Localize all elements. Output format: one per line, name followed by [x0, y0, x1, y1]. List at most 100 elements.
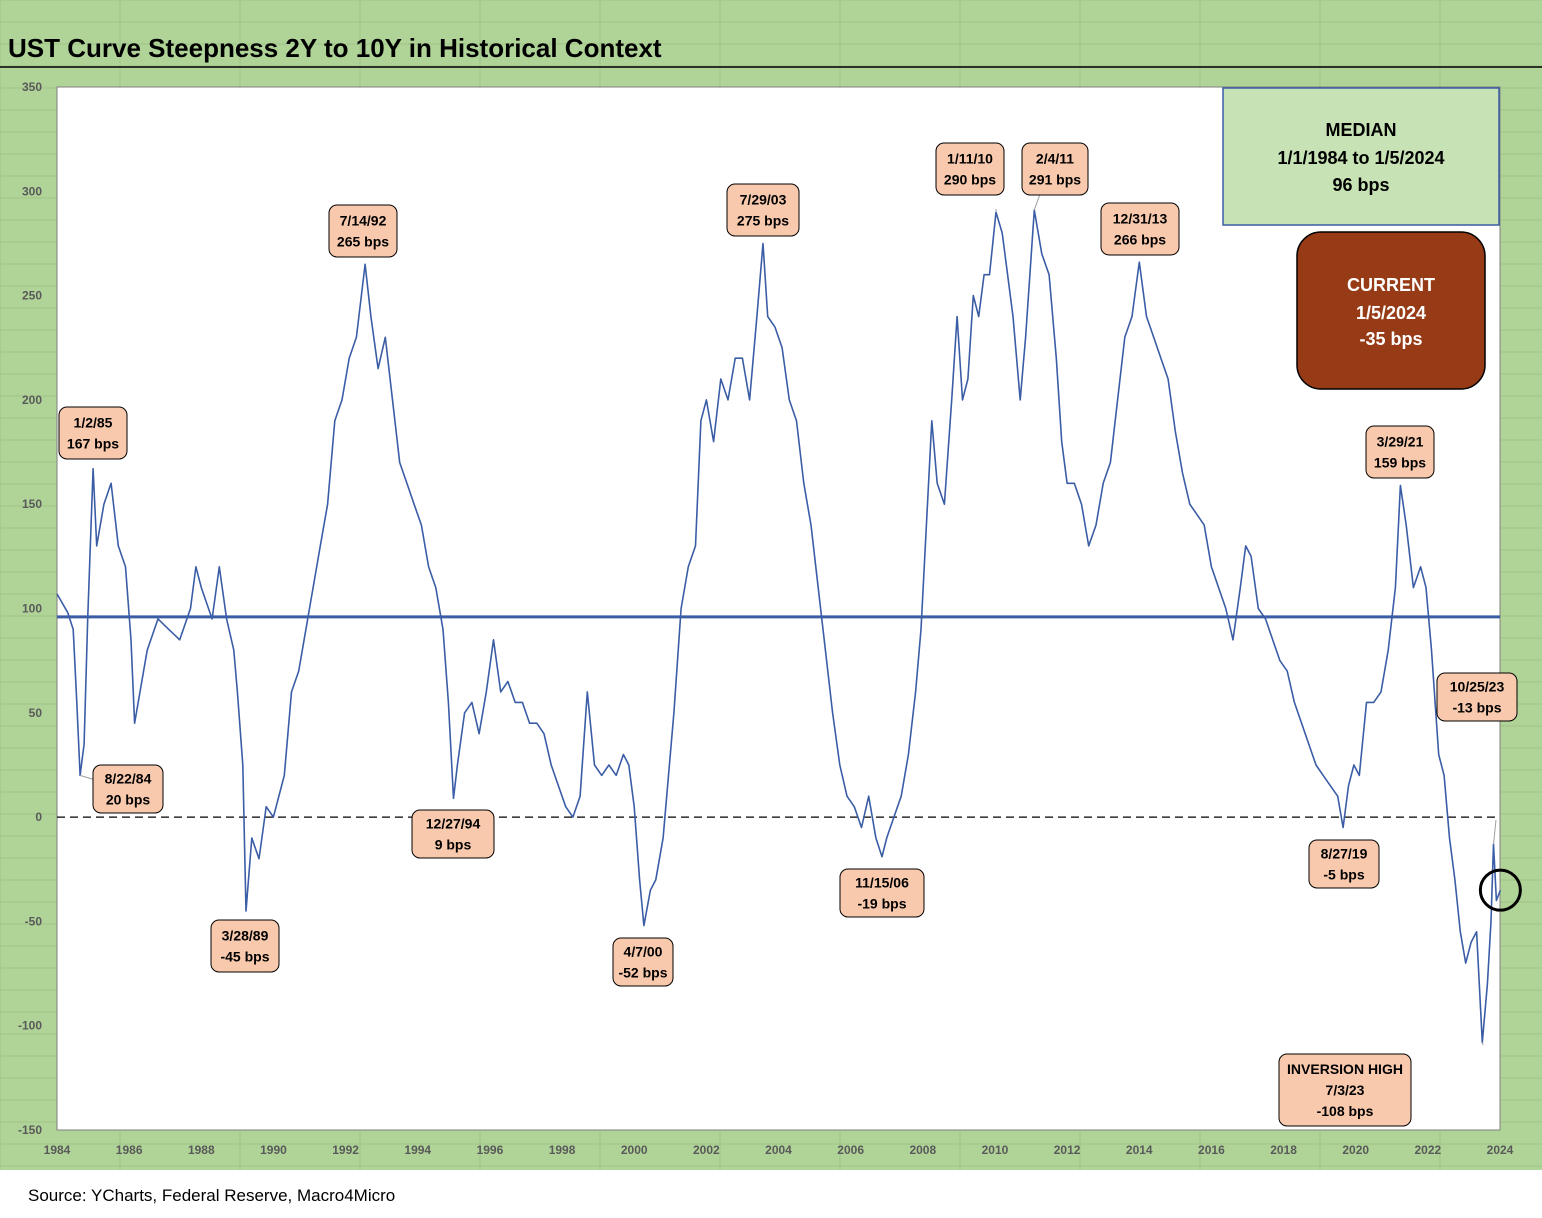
callout-box — [328, 204, 398, 258]
callout-text: -45 bps — [220, 949, 269, 965]
median-box-frame — [1222, 87, 1500, 226]
callout-annotations: 1/2/85 167 bps 8/22/84 20 bps 3/28/89 -45 bps… — [58, 142, 1518, 1127]
current-box-line3: -35 bps — [1359, 329, 1422, 349]
y-tick-label: -100 — [18, 1019, 42, 1033]
callout-leader-line — [1493, 819, 1497, 845]
callout-text: 20 bps — [106, 792, 151, 808]
callout-text: 11/15/06 — [855, 875, 909, 891]
callout-box — [839, 868, 925, 918]
callout-text: -5 bps — [1323, 867, 1364, 883]
callout-box — [1021, 142, 1089, 196]
x-tick-label: 2008 — [909, 1143, 936, 1157]
x-tick-label: 2024 — [1487, 1143, 1514, 1157]
callout-text: 9 bps — [435, 837, 472, 853]
callout-text: 8/27/19 — [1321, 846, 1368, 862]
x-tick-label: 2004 — [765, 1143, 792, 1157]
callout-text: 4/7/00 — [624, 944, 663, 960]
y-axis-ticks: 350 300 250 200 150 100 50 0 -50 -100 -150 — [18, 80, 42, 1137]
current-box-line1: CURRENT — [1347, 275, 1435, 295]
callout-text: 159 bps — [1374, 455, 1426, 471]
callout-text: 12/31/13 — [1113, 211, 1168, 227]
x-tick-label: 2022 — [1414, 1143, 1441, 1157]
callout-text: 3/29/21 — [1377, 434, 1424, 450]
x-tick-label: 1986 — [116, 1143, 143, 1157]
x-tick-label: 1984 — [44, 1143, 71, 1157]
x-axis-ticks: 1984 1986 1988 1990 1992 1994 1996 1998 2000 2002… — [44, 1143, 1514, 1157]
callout-box — [411, 809, 495, 859]
plot-area — [56, 86, 1501, 1131]
callout-box — [1308, 839, 1380, 889]
current-info-box: CURRENT 1/5/2024 -35 bps — [1296, 231, 1486, 390]
callout-text: 3/28/89 — [222, 928, 269, 944]
callout-text: 290 bps — [944, 172, 996, 188]
callout-text: 1/11/10 — [947, 151, 993, 167]
y-tick-label: -50 — [25, 914, 43, 928]
callout-text: -19 bps — [857, 896, 906, 912]
source-note: Source: YCharts, Federal Reserve, Macro4… — [28, 1186, 395, 1205]
x-tick-label: 2014 — [1126, 1143, 1153, 1157]
y-tick-label: 100 — [22, 602, 42, 616]
callout-text: -13 bps — [1452, 700, 1501, 716]
current-box-frame — [1296, 231, 1486, 390]
source-footer-band — [0, 1170, 1542, 1218]
callout-leader-line — [1481, 1042, 1484, 1046]
y-tick-label: 150 — [22, 497, 42, 511]
callout-box — [1436, 672, 1518, 722]
y-tick-label: 300 — [22, 184, 42, 198]
callout-text: 12/27/94 — [426, 816, 481, 832]
callout-text: 8/22/84 — [105, 771, 152, 787]
callout-text: 266 bps — [1114, 232, 1166, 248]
x-tick-label: 2012 — [1054, 1143, 1081, 1157]
current-value-circle — [1478, 868, 1522, 912]
x-tick-label: 2000 — [621, 1143, 648, 1157]
callout-box — [1278, 1053, 1412, 1127]
callout-box — [58, 406, 128, 460]
median-info-box: MEDIAN 1/1/1984 to 1/5/2024 96 bps — [1222, 87, 1500, 226]
x-tick-label: 2018 — [1270, 1143, 1297, 1157]
callout-text: 7/3/23 — [1326, 1082, 1365, 1098]
x-tick-label: 1990 — [260, 1143, 287, 1157]
y-tick-label: 0 — [35, 810, 42, 824]
callout-text: 2/4/11 — [1036, 151, 1074, 167]
x-tick-label: 1988 — [188, 1143, 215, 1157]
callout-text: 291 bps — [1029, 172, 1081, 188]
x-tick-label: 1994 — [404, 1143, 431, 1157]
callout-leader-line — [1033, 193, 1041, 211]
x-tick-label: 2010 — [982, 1143, 1009, 1157]
median-box-line2: 1/1/1984 to 1/5/2024 — [1277, 148, 1444, 168]
callout-box — [726, 183, 800, 237]
y-tick-label: 50 — [29, 706, 43, 720]
x-tick-label: 1998 — [549, 1143, 576, 1157]
x-tick-label: 2006 — [837, 1143, 864, 1157]
x-tick-label: 2002 — [693, 1143, 720, 1157]
callout-text: 7/14/92 — [340, 213, 387, 229]
callout-box — [210, 919, 280, 973]
median-box-line1: MEDIAN — [1326, 120, 1397, 140]
median-box-line3: 96 bps — [1332, 175, 1389, 195]
callout-text: -52 bps — [618, 965, 667, 981]
callout-box — [1365, 425, 1435, 479]
callout-text: 10/25/23 — [1450, 679, 1505, 695]
callout-box — [935, 142, 1005, 196]
chart-title: UST Curve Steepness 2Y to 10Y in Histori… — [8, 33, 662, 63]
callout-text: 1/2/85 — [74, 415, 113, 431]
callout-box — [92, 764, 164, 814]
series-line-2y10y-spread — [56, 209, 1502, 1044]
x-tick-label: 1996 — [477, 1143, 504, 1157]
x-tick-label: 2020 — [1342, 1143, 1369, 1157]
x-tick-label: 1992 — [332, 1143, 359, 1157]
current-box-line2: 1/5/2024 — [1356, 303, 1426, 323]
callout-text: 7/29/03 — [740, 192, 787, 208]
y-tick-label: -150 — [18, 1123, 42, 1137]
callout-box — [1100, 202, 1180, 256]
callout-text: 275 bps — [737, 213, 789, 229]
y-tick-label: 350 — [22, 80, 42, 94]
callout-text: 167 bps — [67, 436, 119, 452]
x-tick-label: 2016 — [1198, 1143, 1225, 1157]
y-tick-label: 250 — [22, 289, 42, 303]
callout-text: -108 bps — [1317, 1103, 1374, 1119]
callout-text: INVERSION HIGH — [1287, 1061, 1403, 1077]
callout-text: 265 bps — [337, 234, 389, 250]
callout-box — [612, 937, 674, 987]
